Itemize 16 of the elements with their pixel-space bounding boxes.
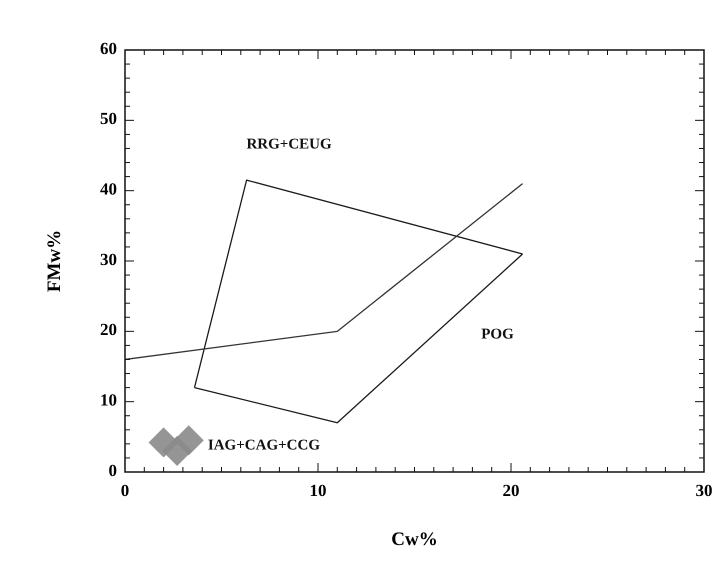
annotation: POG bbox=[481, 326, 514, 342]
y-tick-label: 30 bbox=[100, 250, 117, 269]
y-tick-label: 50 bbox=[100, 109, 117, 128]
x-tick-label: 10 bbox=[310, 481, 326, 500]
y-axis-title: FMw% bbox=[44, 230, 65, 292]
y-tick-label: 10 bbox=[100, 390, 117, 410]
y-tick-label: 0 bbox=[108, 460, 117, 480]
y-tick-label: 60 bbox=[100, 38, 117, 58]
annotation: RRG+CEUG bbox=[246, 136, 332, 152]
annotation: IAG+CAG+CCG bbox=[208, 437, 320, 454]
x-tick-label: 20 bbox=[502, 481, 520, 500]
x-tick-label: 30 bbox=[696, 481, 712, 500]
y-tick-label: 20 bbox=[100, 320, 117, 340]
x-tick-label: 0 bbox=[120, 481, 130, 500]
y-tick-label: 40 bbox=[100, 180, 117, 199]
x-axis-title: Cw% bbox=[391, 529, 438, 550]
